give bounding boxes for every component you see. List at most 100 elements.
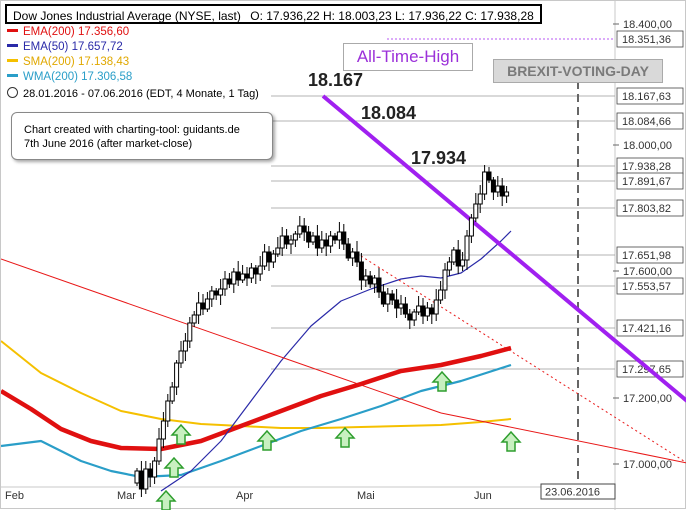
level-label: 17.421,16 <box>622 323 671 335</box>
x-axis-label: Feb <box>5 490 24 502</box>
up-arrow-icon <box>334 426 356 448</box>
candle-body <box>455 249 461 267</box>
chart-title: Dow Jones Industrial Average (NYSE, last… <box>5 4 542 24</box>
candle-body <box>275 247 281 255</box>
candle-body <box>191 314 197 324</box>
legend-item: WMA(200) 17.306,58 <box>7 70 132 85</box>
candle-body <box>314 235 320 249</box>
candle-body <box>288 239 294 245</box>
red-trend-line <box>1 258 442 414</box>
candle-body <box>248 267 254 279</box>
legend-swatch <box>7 59 18 63</box>
peak-label-2: 18.084 <box>361 103 417 123</box>
ohlc-text: O: 17.936,22 H: 18.003,23 L: 17.936,22 C… <box>250 9 534 23</box>
candle-body <box>270 253 276 263</box>
legend-swatch <box>7 44 18 48</box>
candle-body <box>187 322 193 342</box>
candle-body <box>442 269 448 291</box>
candle-body <box>152 460 158 478</box>
candle-body <box>138 470 144 490</box>
level-box <box>616 199 684 217</box>
level-box <box>616 112 684 130</box>
x-axis-label: Mai <box>357 490 375 502</box>
candle-body <box>367 275 373 285</box>
candle-body <box>204 298 210 310</box>
legend-item: EMA(50) 17.657,72 <box>7 40 132 55</box>
candle-body <box>292 233 298 241</box>
candle-body <box>213 290 219 296</box>
candle-body <box>306 231 312 243</box>
candle-body <box>178 350 184 364</box>
level-label: 18.084,66 <box>622 116 671 128</box>
level-box <box>616 246 684 264</box>
candle-body <box>182 340 188 352</box>
legend-value: 17.356,60 <box>77 26 130 38</box>
purple-trend-line <box>321 94 686 403</box>
candle-body <box>363 275 369 281</box>
y-tick-label: 18.400,00 <box>623 19 672 31</box>
candle-body <box>310 235 316 243</box>
level-label: 18.167,63 <box>622 91 671 103</box>
candle-body <box>174 362 180 388</box>
title-text: Dow Jones Industrial Average (NYSE, last… <box>13 9 241 23</box>
candle-body <box>380 291 386 305</box>
level-label: 18.351,36 <box>622 34 671 46</box>
candle-body <box>253 267 259 275</box>
candle-body <box>169 386 175 402</box>
level-box <box>616 87 684 105</box>
x-axis-label: Apr <box>236 490 253 502</box>
note-box: Chart created with charting-tool: guidan… <box>11 112 273 160</box>
candle-body <box>156 438 162 462</box>
period-info: 28.01.2016 - 07.06.2016 (EDT, 4 Monate, … <box>7 87 259 100</box>
level-label: 17.938,28 <box>622 161 671 173</box>
candle-body <box>257 265 263 275</box>
sma200-line <box>1 340 512 429</box>
date-marker-box <box>540 483 616 500</box>
candle-body <box>460 259 466 267</box>
level-box <box>616 319 684 337</box>
candle-body <box>350 251 356 259</box>
candle-body <box>301 225 307 233</box>
candle-body <box>134 470 140 484</box>
candle-body <box>354 251 360 263</box>
candle-body <box>209 290 215 300</box>
candle-body <box>482 171 488 195</box>
candle-body <box>429 307 435 315</box>
ema50-line <box>160 230 512 492</box>
candle-body <box>385 293 391 305</box>
legend-swatch <box>7 29 18 33</box>
period-text: 28.01.2016 - 07.06.2016 (EDT, 4 Monate, … <box>23 88 259 100</box>
candle-body <box>438 289 444 301</box>
candle-body <box>468 217 474 237</box>
candle-body <box>160 420 166 440</box>
level-box <box>616 277 684 295</box>
y-tick-label: 17.000,00 <box>623 459 672 471</box>
candle-body <box>372 277 378 285</box>
candle-body <box>490 179 496 193</box>
candle-body <box>499 185 505 197</box>
clock-icon <box>7 87 18 98</box>
candle-body <box>504 191 510 197</box>
legend-label: EMA(50) <box>23 41 69 53</box>
legend-value: 17.657,72 <box>71 41 123 53</box>
candle-body <box>226 278 232 285</box>
x-axis-label: Jun <box>474 490 492 502</box>
candle-body <box>218 288 224 296</box>
candle-body <box>446 261 452 271</box>
candle-body <box>222 278 228 290</box>
x-axis-label: Mar <box>117 490 136 502</box>
y-tick-label: 18.000,00 <box>623 140 672 152</box>
candle-body <box>332 235 338 241</box>
candle-body <box>424 307 430 317</box>
candle-body <box>336 231 342 241</box>
candle-body <box>495 185 501 193</box>
up-arrow-icon <box>500 430 522 452</box>
candle-body <box>416 305 422 313</box>
note-line-1: Chart created with charting-tool: guidan… <box>24 124 240 136</box>
candle-body <box>147 468 153 478</box>
y-tick-label: 17.600,00 <box>623 266 672 278</box>
all-time-high-label: All-Time-High <box>343 43 473 71</box>
candle-body <box>473 203 479 219</box>
